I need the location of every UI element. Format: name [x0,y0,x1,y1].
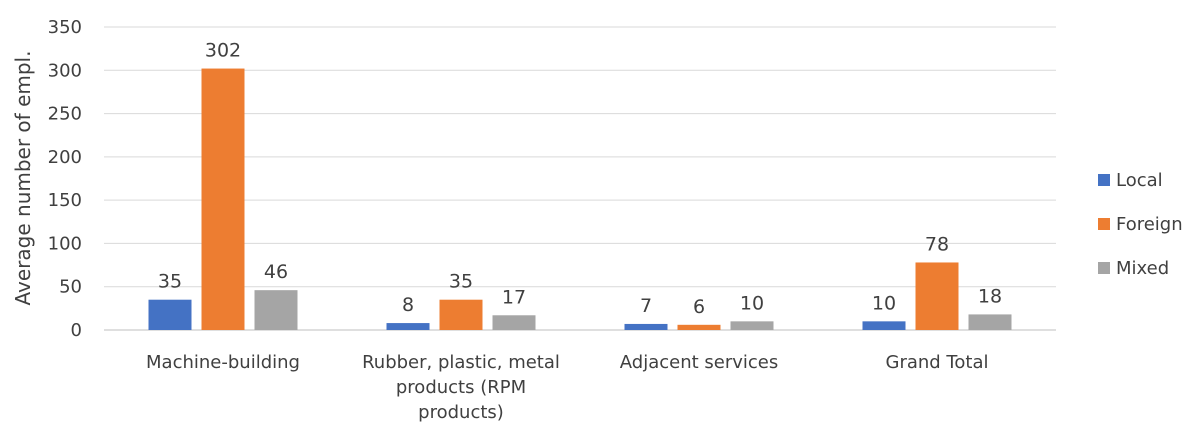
gridlines [104,26,1056,331]
bar [148,299,192,330]
bar [254,290,298,330]
legend-label: Mixed [1116,258,1169,279]
data-label: 10 [740,292,764,314]
data-label: 6 [693,296,705,318]
legend-label: Local [1116,170,1163,191]
data-label: 17 [502,286,526,308]
data-label: 46 [264,261,288,283]
data-label: 35 [158,271,182,293]
legend-swatch [1098,218,1110,230]
category-label: products (RPM [396,377,526,398]
bar [439,299,483,330]
category-labels: Machine-building Rubber, plastic, metal pr… [146,352,988,423]
y-tick-label: 300 [48,60,82,81]
y-tick-label: 50 [59,277,82,298]
bar [492,315,536,330]
category-label: Rubber, plastic, metal [362,352,560,373]
y-tick-label: 200 [48,147,82,168]
bar [386,323,430,330]
category-label: products) [418,402,504,423]
category-label: Machine-building [146,352,300,373]
data-label: 7 [640,295,652,317]
bar [624,323,668,330]
y-tick-label: 0 [71,320,82,341]
y-axis-label: Average number of empl. [11,51,35,306]
bar [677,324,721,330]
category-label: Grand Total [886,352,989,373]
bar [730,321,774,330]
data-label: 10 [872,292,896,314]
data-label: 302 [205,40,241,62]
legend-swatch [1098,262,1110,274]
y-tick-label: 100 [48,233,82,254]
data-label: 35 [449,271,473,293]
y-tick-label: 250 [48,104,82,125]
legend-swatch [1098,174,1110,186]
y-tick-label: 350 [48,17,82,38]
data-label: 78 [925,233,949,255]
data-labels: 35 302 46 8 35 17 7 6 10 10 78 18 [158,40,1002,318]
bar [862,321,906,330]
bar [968,314,1012,330]
y-tick-label: 150 [48,190,82,211]
y-axis-ticks: 0 50 100 150 200 250 300 350 [48,17,82,341]
data-label: 18 [978,285,1002,307]
legend-label: Foreign [1116,214,1183,235]
category-label: Adjacent services [620,352,778,373]
bar [915,262,959,330]
bars [148,68,1012,330]
bar [201,68,245,330]
data-label: 8 [402,294,414,316]
legend: Local Foreign Mixed [1098,170,1183,279]
